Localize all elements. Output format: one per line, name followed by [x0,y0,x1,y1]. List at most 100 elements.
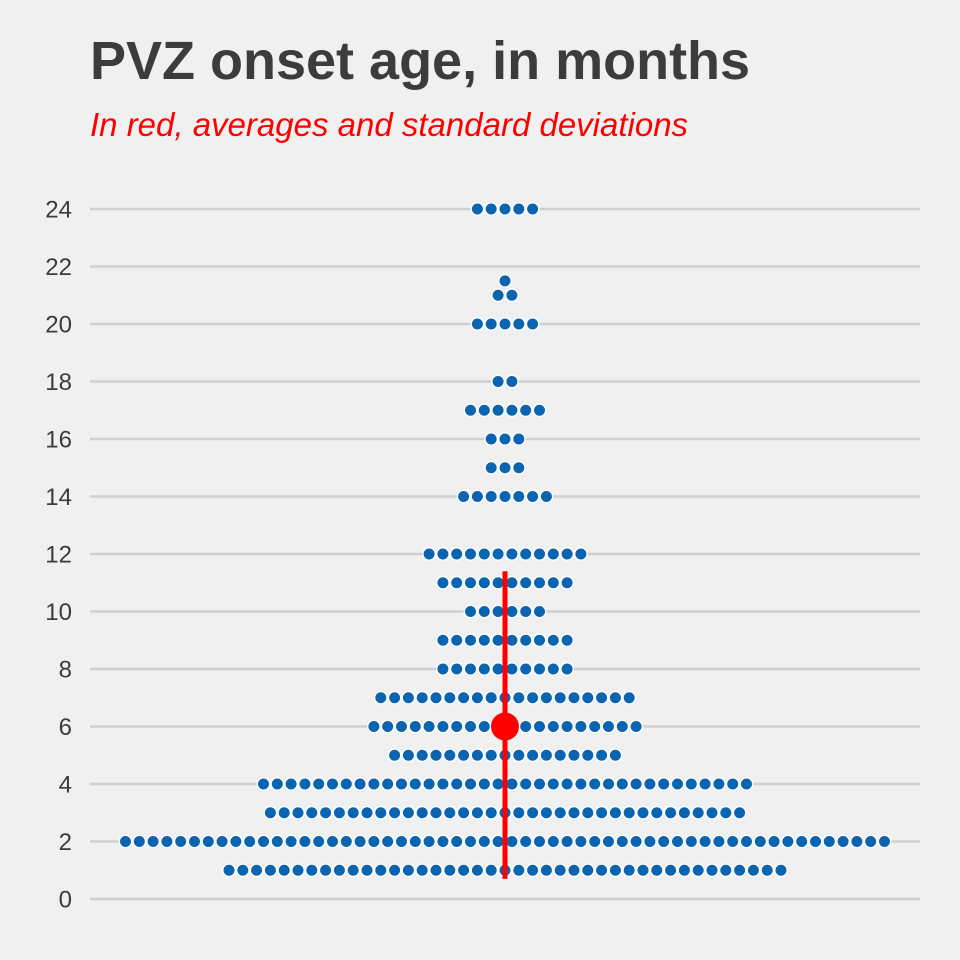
data-point [553,690,568,705]
data-point [422,777,436,791]
chart-title: PVZ onset age, in months [90,31,750,91]
data-point [422,719,436,734]
data-point [580,690,595,705]
data-point [442,748,457,763]
data-point [822,834,837,849]
data-point [532,719,547,734]
data-point [456,863,471,878]
data-point [256,777,271,791]
data-point [318,863,333,878]
data-points [118,202,892,878]
data-point [774,863,788,878]
mean-marker [491,712,519,741]
data-point [808,834,823,849]
data-point [498,460,512,475]
data-point [435,662,450,676]
data-point [574,719,588,734]
data-point [629,719,643,734]
data-point [518,633,533,648]
data-point [636,863,650,878]
data-point [353,834,367,849]
data-point [415,805,430,820]
data-point [477,777,492,791]
data-point [408,834,423,849]
data-point [601,719,616,734]
data-point [753,834,768,849]
data-point [504,834,519,849]
data-point [498,273,512,288]
data-point [539,863,554,878]
data-point [580,748,595,763]
data-point [470,863,485,878]
y-tick-label: 4 [59,772,72,799]
data-point [484,805,499,820]
data-point [712,777,726,791]
data-point [449,662,464,676]
data-point [449,547,464,561]
data-point [429,805,443,820]
data-point [284,834,298,849]
data-point [463,719,478,734]
data-point [442,690,457,705]
data-point [449,575,464,590]
data-point [504,403,519,418]
data-point [484,317,499,331]
data-point [518,719,533,734]
data-point [850,834,864,849]
data-point [656,777,671,791]
data-point [456,805,471,820]
data-point [484,690,499,705]
data-point [511,805,526,820]
data-point [781,834,795,849]
data-point [491,633,505,648]
summary-overlay [491,571,519,879]
data-point [732,805,747,820]
data-point [767,834,781,849]
data-point [629,834,643,849]
data-point [249,863,264,878]
data-point [546,547,561,561]
data-point [325,834,340,849]
data-point [725,834,740,849]
data-point [435,777,450,791]
data-point [643,777,657,791]
data-point [270,777,285,791]
data-point [470,748,485,763]
data-point [560,633,574,648]
data-point [511,748,526,763]
data-point [525,202,540,216]
data-point [491,834,505,849]
data-point [477,575,492,590]
data-point [511,202,526,216]
data-point [691,863,706,878]
data-point [311,777,326,791]
data-point [739,777,754,791]
y-tick-label: 14 [45,484,72,511]
data-point [284,777,298,791]
data-point [511,489,526,504]
data-point [546,719,561,734]
data-point [546,834,561,849]
data-point [498,432,512,446]
data-point [567,863,581,878]
data-point [539,748,554,763]
data-point [539,690,554,705]
data-point [491,662,505,676]
data-point [587,777,602,791]
data-point [435,633,450,648]
y-tick-label: 22 [45,254,72,281]
data-point [718,805,733,820]
data-point [429,863,443,878]
data-point [567,805,581,820]
data-point [408,719,423,734]
data-point [622,690,637,705]
data-point [504,777,519,791]
data-point [518,604,533,619]
data-point [615,834,630,849]
data-point [422,834,436,849]
data-point [435,834,450,849]
data-point [504,604,519,619]
data-point [532,834,547,849]
